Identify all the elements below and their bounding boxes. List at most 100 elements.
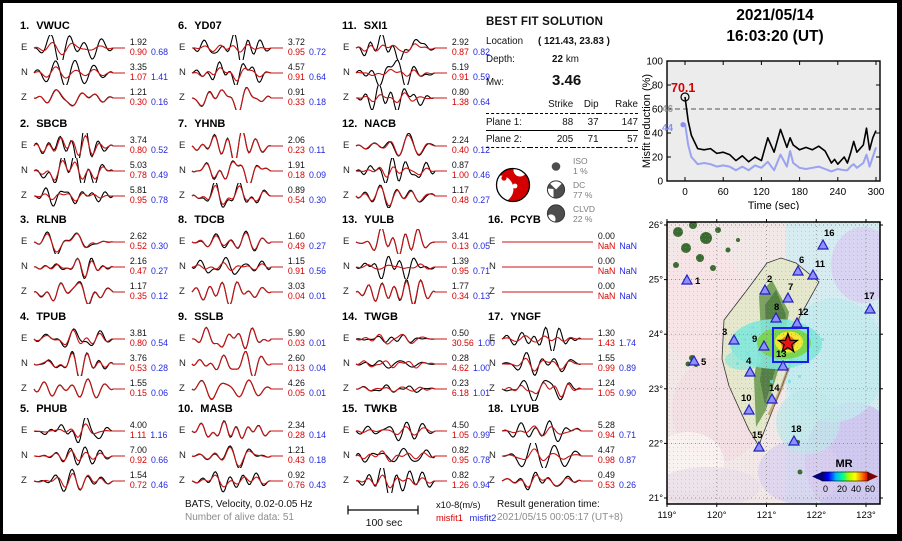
amplitude-value: 3.35 xyxy=(129,61,147,72)
synthetic-trace xyxy=(33,233,125,253)
misfit2-value: 0.66 xyxy=(150,454,169,465)
component-row-E: E 5.90 0.03 0.01 xyxy=(176,326,334,351)
component-label: Z xyxy=(21,383,27,394)
trace-values: 3.72 0.95 0.72 xyxy=(285,37,334,57)
dc-item: DC 77 % xyxy=(546,179,595,200)
synthetic-trace xyxy=(355,92,447,104)
waveform-trace xyxy=(191,61,283,85)
amplitude-value: 5.81 xyxy=(129,184,147,195)
component-row-Z: Z 3.03 0.04 0.01 xyxy=(176,279,334,304)
component-label: N xyxy=(21,358,28,369)
trace-values: 0.92 0.76 0.43 xyxy=(285,470,334,490)
synthetic-trace xyxy=(355,43,447,53)
waveform-trace xyxy=(501,379,593,401)
station-marker-7 xyxy=(781,291,795,303)
component-label: Z xyxy=(343,190,349,201)
trace-values: 5.90 0.03 0.01 xyxy=(285,327,334,348)
component-label: E xyxy=(343,42,350,53)
station-header: 15. TWKB xyxy=(342,403,398,415)
station-header: 8. TDCB xyxy=(178,214,225,226)
misfit1-value: 0.95 xyxy=(287,46,305,57)
misfit1-value: 0.52 xyxy=(129,240,147,251)
waveform-trace xyxy=(33,351,125,376)
component-row-E: E 3.74 0.80 0.52 xyxy=(18,133,176,158)
station-block-VWUC: 1. VWUC E 1.92 0.90 0.68 N 3.35 1.07 1.41 Z 1.21 0.3… xyxy=(18,20,176,110)
amplitude-value: 5.90 xyxy=(287,327,305,338)
misfit1-value: 0.80 xyxy=(129,337,147,348)
component-row-E: E 4.50 1.05 0.99 xyxy=(340,418,498,443)
waveform-trace xyxy=(191,133,283,158)
misfit2-value: 1.74 xyxy=(618,337,637,348)
misfit1-value: 0.91 xyxy=(287,265,305,276)
misfit2-value: 0.18 xyxy=(308,96,327,107)
observed-trace xyxy=(33,231,125,254)
waveform-trace xyxy=(501,352,593,376)
station-marker-1 xyxy=(680,273,694,285)
event-origin-time-title: 2021/05/14 16:03:20 (UT) xyxy=(648,5,902,47)
waveform-trace xyxy=(191,326,283,350)
svg-text:46: 46 xyxy=(662,104,674,115)
trace-values: 0.23 6.18 1.01 xyxy=(449,377,498,398)
observed-trace xyxy=(191,379,283,401)
component-row-Z: Z 0.80 1.38 0.64 xyxy=(340,85,498,110)
synthetic-trace xyxy=(33,329,125,346)
component-row-E: E 1.60 0.49 0.27 xyxy=(176,229,334,254)
amplitude-value: 0.49 xyxy=(597,469,615,480)
component-label: Z xyxy=(489,475,495,486)
waveform-trace xyxy=(355,60,447,85)
component-label: E xyxy=(343,425,350,436)
svg-text:100: 100 xyxy=(646,57,663,68)
waveform-trace xyxy=(501,241,593,243)
trace-values: 2.24 0.40 0.12 xyxy=(449,134,498,155)
best-fit-solution-panel: BEST FIT SOLUTION Location ( 121.43, 23.… xyxy=(486,16,652,227)
station-marker-8 xyxy=(769,311,783,323)
misfit1-value: 0.87 xyxy=(451,46,469,57)
station-block-NACB: 12. NACB E 2.24 0.40 0.12 N 0.87 1.00 0.46 Z 1.17 0.… xyxy=(340,118,498,208)
amplitude-value: 1.21 xyxy=(129,86,147,97)
alive-data-count: Number of alive data: 51 xyxy=(185,512,294,523)
observed-trace xyxy=(33,187,125,207)
synthetic-trace xyxy=(355,279,447,304)
scale-bar-label: 100 sec xyxy=(366,517,403,529)
station-marker-17 xyxy=(863,302,877,314)
misfit2-value: 0.56 xyxy=(308,265,327,276)
misfit1-series-line xyxy=(684,96,877,165)
observed-trace xyxy=(501,443,593,468)
best-solution-marker xyxy=(680,92,690,102)
iso-pct: 1 % xyxy=(573,166,588,176)
trace-values: 1.15 0.91 0.56 xyxy=(285,256,334,276)
trace-values: 1.24 1.05 0.90 xyxy=(595,378,644,398)
svg-text:21°: 21° xyxy=(649,493,664,504)
waveform-trace xyxy=(355,184,447,208)
station-block-SSLB: 9. SSLB E 5.90 0.03 0.01 N 2.60 0.13 0.04 Z 4.26 0.0… xyxy=(176,311,334,401)
focal-mechanism-beachball-icon xyxy=(495,167,531,203)
svg-text:16: 16 xyxy=(824,228,835,239)
trace-values: 3.35 1.07 1.41 xyxy=(127,61,176,82)
amplitude-value: 2.62 xyxy=(129,230,147,241)
amplitude-value: 1.54 xyxy=(129,469,147,480)
station-header: 6. YD07 xyxy=(178,20,222,32)
synthetic-trace xyxy=(33,159,125,181)
amplitude-value: 0.23 xyxy=(451,377,469,388)
mw-label: Mw: xyxy=(486,77,504,88)
amplitude-value: 2.24 xyxy=(451,134,469,145)
synthetic-trace xyxy=(355,68,447,77)
misfit2-value: 0.78 xyxy=(150,194,169,205)
station-block-SBCB: 2. SBCB E 3.74 0.80 0.52 N 5.03 0.78 0.49 Z 5.81 0.9… xyxy=(18,118,176,208)
waveform-trace xyxy=(191,160,283,183)
waveform-trace xyxy=(501,291,593,293)
misfit2-value: 0.06 xyxy=(150,387,169,398)
station-block-PCYB: 16. PCYB E 0.00 NaN NaN N 0.00 NaN NaN Z 0.00 NaN NaN xyxy=(486,214,644,304)
station-block-LYUB: 18. LYUB E 5.28 0.94 0.71 N 4.47 0.98 0.87 Z 0.49 0.… xyxy=(486,403,644,493)
component-row-N: N 0.28 4.62 1.00 xyxy=(340,351,498,376)
misfit1-value: 0.30 xyxy=(129,96,147,107)
amplitude-value: 4.50 xyxy=(451,419,469,430)
waveform-trace xyxy=(355,35,447,60)
waveform-trace xyxy=(33,281,125,304)
misfit2-value: 0.01 xyxy=(308,337,327,348)
dip-header: Dip xyxy=(573,96,599,114)
misfit1-value: 0.43 xyxy=(287,454,305,465)
waveform-trace xyxy=(33,231,125,254)
svg-text:24°: 24° xyxy=(649,329,664,340)
component-label: N xyxy=(179,261,186,272)
